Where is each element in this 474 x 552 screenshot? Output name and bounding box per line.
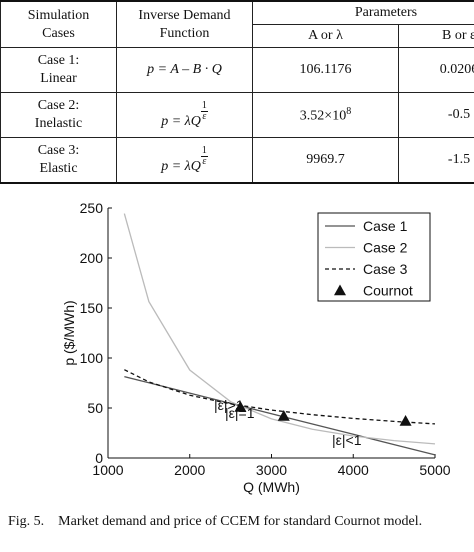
header-cell: B or ε <box>398 24 474 48</box>
table-row: Case 2: Inelastic p = λQ 1 ε 3.52×108 -0.5 <box>0 92 474 138</box>
series-line <box>124 375 436 456</box>
annotation: |ε|>1 <box>214 397 244 413</box>
table-row: Case 3: Elastic p = λQ 1 ε 9969.7 -1.5 <box>0 137 474 184</box>
formula: p = A – B · Q <box>147 62 222 77</box>
b-cell: 0.0206 <box>398 47 474 93</box>
header-cell: Inverse Demand Function <box>116 0 253 48</box>
case-name: Case 3: Elastic <box>37 143 80 176</box>
x-tick-label: 4000 <box>338 462 369 478</box>
exponent-den: ε <box>202 155 207 167</box>
x-tick-label: 3000 <box>256 462 287 478</box>
series-line <box>123 213 436 445</box>
exponent-num: 1 <box>200 99 208 112</box>
y-axis-label: p ($/MWh) <box>61 300 77 365</box>
legend-box <box>317 212 431 302</box>
a-value: 3.52×10 <box>299 108 347 124</box>
annotation: |ε|=1 <box>225 405 255 421</box>
formula-cell: p = λQ 1 ε <box>116 92 253 138</box>
cournot-point <box>234 401 247 412</box>
formula-cell: p = λQ 1 ε <box>116 137 253 184</box>
header-cell: Simulation Cases <box>0 0 117 48</box>
y-tick-label: 200 <box>80 250 104 266</box>
y-tick-label: 150 <box>80 300 104 316</box>
b-cell: -1.5 <box>398 137 474 184</box>
formula: p = λQ <box>161 158 201 174</box>
formula: p = λQ <box>161 113 201 129</box>
y-tick-label: 250 <box>80 200 104 216</box>
legend-label: Case 1 <box>363 218 408 234</box>
legend-marker <box>334 284 346 296</box>
a-value: 106.1176 <box>299 62 352 77</box>
chart: 0 50 100 150 200 250 1000 2000 3000 4000 5000 Q (MW… <box>61 200 451 495</box>
x-tick-label: 2000 <box>174 462 205 478</box>
x-tick-label: 5000 <box>419 462 450 478</box>
a-value: 9969.7 <box>306 152 345 167</box>
caption: Fig. 5. Market demand and price of CCEM … <box>8 514 423 529</box>
x-tick-label: 1000 <box>92 462 123 478</box>
annotation: |ε|<1 <box>332 432 362 448</box>
a-cell: 9969.7 <box>252 137 399 184</box>
y-tick-label: 0 <box>95 450 103 466</box>
legend-label: Case 2 <box>363 240 408 256</box>
exponent-num: 1 <box>200 144 208 157</box>
formula-cell: p = A – B · Q <box>116 47 253 93</box>
parameter-table: Simulation Cases Inverse Demand Function… <box>0 0 474 184</box>
case-cell: Case 2: Inelastic <box>0 92 117 138</box>
x-axis-label: Q (MWh) <box>243 479 300 495</box>
exponent-den: ε <box>202 110 207 122</box>
b-cell: -0.5 <box>398 92 474 138</box>
y-tick-label: 50 <box>87 400 103 416</box>
table-container: Simulation Cases Inverse Demand Function… <box>0 0 474 186</box>
case-cell: Case 1: Linear <box>0 47 117 93</box>
a-exponent: 8 <box>346 105 352 117</box>
table-row: Case 1: Linear p = A – B · Q 106.1176 0.020… <box>0 47 474 93</box>
legend-label: Case 3 <box>363 261 408 277</box>
cournot-point <box>399 415 412 426</box>
a-cell: 3.52×108 <box>252 92 399 138</box>
cournot-point <box>277 410 290 421</box>
case-name: Case 2: Inelastic <box>34 98 83 131</box>
header-cell: A or λ <box>252 24 399 48</box>
y-tick-label: 100 <box>80 350 104 366</box>
case-cell: Case 3: Elastic <box>0 137 117 184</box>
legend-label: Cournot <box>363 283 413 299</box>
case-name: Case 1: Linear <box>37 53 80 86</box>
